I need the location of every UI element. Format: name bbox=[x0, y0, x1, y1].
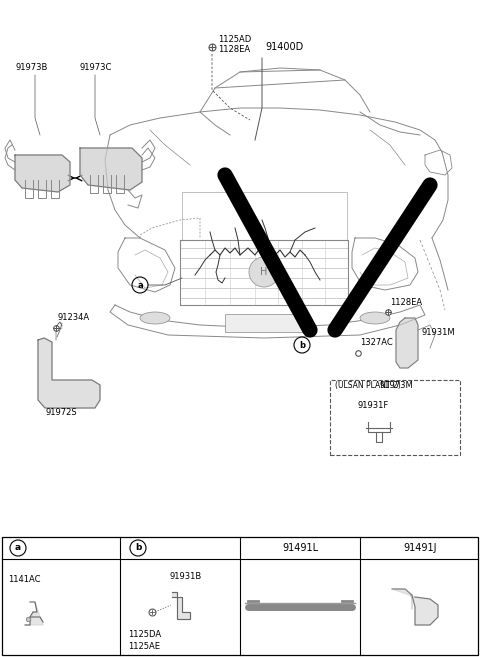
Text: 1125DA: 1125DA bbox=[128, 630, 161, 639]
Polygon shape bbox=[172, 592, 190, 619]
Bar bbox=[225, 314, 303, 332]
Ellipse shape bbox=[140, 312, 170, 324]
Text: 1327AC: 1327AC bbox=[360, 338, 393, 347]
Text: 91234A: 91234A bbox=[58, 313, 90, 322]
Polygon shape bbox=[38, 338, 100, 408]
Text: a: a bbox=[137, 281, 143, 290]
Text: (ULSAN PLANT 2): (ULSAN PLANT 2) bbox=[335, 381, 401, 390]
Text: 91973B: 91973B bbox=[15, 63, 48, 72]
Text: 1125AD: 1125AD bbox=[218, 35, 251, 44]
Polygon shape bbox=[396, 318, 418, 368]
Text: 91491L: 91491L bbox=[282, 543, 318, 553]
Text: 1125AE: 1125AE bbox=[128, 642, 160, 651]
Text: 91491J: 91491J bbox=[403, 543, 437, 553]
Text: 1141AC: 1141AC bbox=[8, 575, 40, 584]
Text: 91931F: 91931F bbox=[358, 401, 389, 410]
Polygon shape bbox=[392, 589, 438, 625]
Polygon shape bbox=[15, 155, 70, 192]
Text: a: a bbox=[15, 543, 21, 553]
Text: b: b bbox=[299, 340, 305, 350]
Circle shape bbox=[249, 257, 279, 287]
Bar bbox=[182, 192, 347, 240]
Text: H: H bbox=[260, 267, 268, 277]
Bar bbox=[330, 380, 460, 455]
Text: 91972S: 91972S bbox=[45, 408, 77, 417]
Text: b: b bbox=[135, 543, 141, 553]
Text: 1128EA: 1128EA bbox=[218, 45, 250, 54]
Ellipse shape bbox=[360, 312, 390, 324]
Text: 91931M: 91931M bbox=[422, 328, 456, 337]
Text: 91931B: 91931B bbox=[170, 572, 202, 581]
Text: 91973C: 91973C bbox=[80, 63, 112, 72]
Text: 91973M: 91973M bbox=[380, 381, 414, 390]
Polygon shape bbox=[80, 148, 142, 190]
Text: 1128EA: 1128EA bbox=[390, 298, 422, 307]
Polygon shape bbox=[25, 602, 43, 625]
Text: 91400D: 91400D bbox=[265, 42, 303, 52]
Bar bbox=[2, 537, 478, 655]
